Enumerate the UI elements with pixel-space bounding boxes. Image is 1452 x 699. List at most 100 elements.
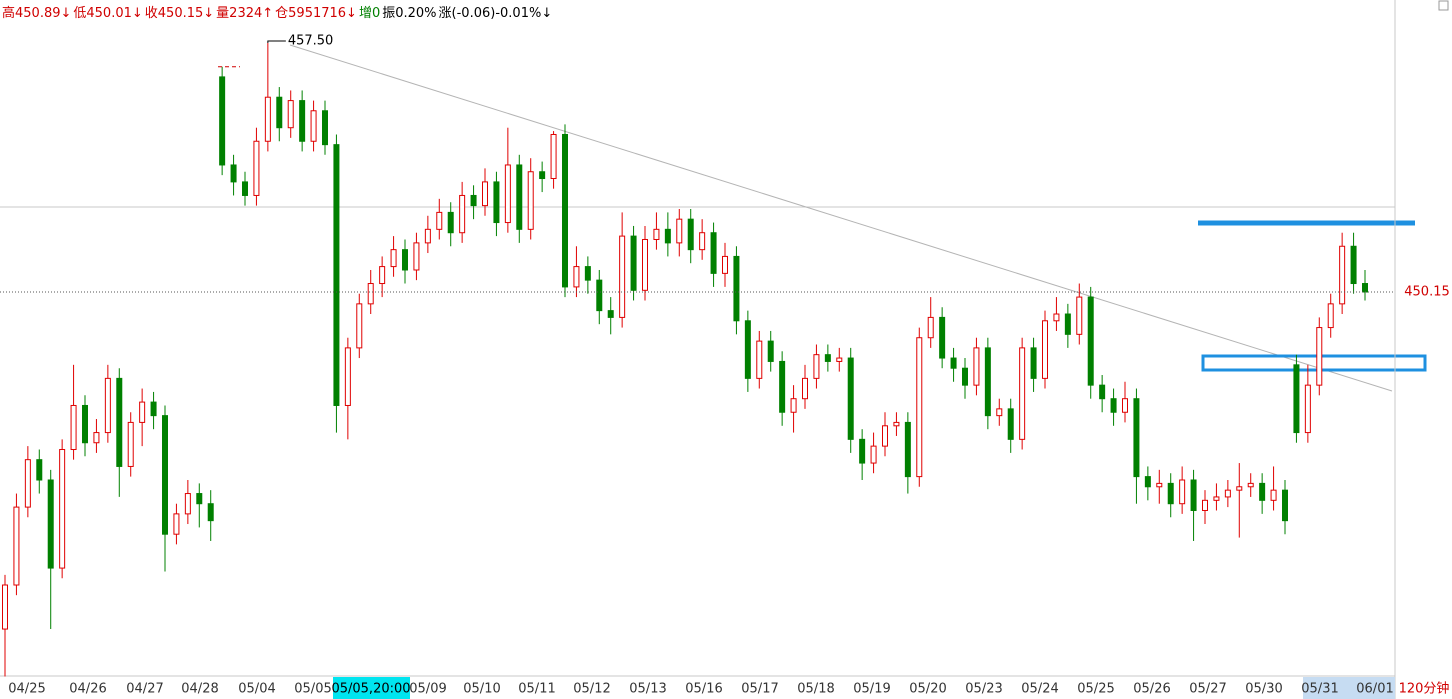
x-tick-label: 05/18 xyxy=(797,682,834,697)
x-tick-label: 05/23 xyxy=(965,682,1002,697)
candle-body xyxy=(562,133,568,288)
candle-body xyxy=(1247,482,1254,488)
candle-body xyxy=(104,377,111,434)
x-tick-label: 04/25 xyxy=(8,682,45,697)
candle-body xyxy=(93,432,100,444)
candle-body xyxy=(1270,489,1277,501)
candle-body xyxy=(516,164,523,230)
x-tick-label: 05/19 xyxy=(853,682,890,697)
x-tick-label: 06/01 xyxy=(1356,682,1393,697)
candle-body xyxy=(276,96,283,129)
candle-body xyxy=(642,238,648,291)
x-tick-label: 04/26 xyxy=(69,682,106,697)
cursor-box xyxy=(333,677,410,699)
candle-body xyxy=(1053,313,1060,322)
candle-body xyxy=(504,164,511,224)
candle-body xyxy=(550,133,557,180)
candle-body xyxy=(664,228,671,244)
candle-body xyxy=(1339,245,1346,305)
last-price-label: 450.15 xyxy=(1404,284,1450,299)
candle-body xyxy=(1133,398,1140,478)
candle-body xyxy=(127,421,134,467)
x-tick-label: 05/27 xyxy=(1189,682,1226,697)
candle-body xyxy=(310,110,317,142)
candle-body xyxy=(1202,499,1208,511)
candle-body xyxy=(47,479,54,569)
candle-body xyxy=(790,398,797,413)
candle-body xyxy=(733,255,740,322)
candle-body xyxy=(984,347,991,417)
candle-body xyxy=(596,279,603,312)
candle-body xyxy=(24,459,31,508)
candle-body xyxy=(470,194,477,207)
candle-body xyxy=(1064,313,1071,335)
candle-body xyxy=(607,310,614,318)
candle-body xyxy=(344,347,351,406)
candle-body xyxy=(1304,384,1311,434)
candle-body xyxy=(402,249,408,271)
candle-body xyxy=(1224,489,1231,498)
candle-body xyxy=(756,340,763,379)
high-pointer xyxy=(267,40,286,44)
candle-body xyxy=(962,367,968,386)
candle-body xyxy=(173,513,180,535)
date-highlight xyxy=(1303,677,1395,699)
candle-body xyxy=(859,438,866,464)
x-tick-label: 05/20 xyxy=(909,682,946,697)
candle-body xyxy=(584,266,591,281)
candle-body xyxy=(299,100,306,142)
candle-body xyxy=(447,211,454,234)
candle-body xyxy=(893,421,900,427)
trend-line xyxy=(289,44,1393,392)
candle-body xyxy=(619,235,626,318)
candle-body xyxy=(950,357,957,369)
x-tick-label: 05/10 xyxy=(463,682,500,697)
x-tick-label: 05/31 xyxy=(1301,682,1338,697)
cursor-label: 05/05,20:00 xyxy=(331,682,410,697)
candle-body xyxy=(1019,347,1026,440)
candle-body xyxy=(162,415,168,535)
high-label: 457.50 xyxy=(288,34,334,49)
candle-body xyxy=(939,316,946,359)
x-tick-label: 05/17 xyxy=(741,682,778,697)
candle-body xyxy=(264,96,271,142)
quote-item: 量2324↑ xyxy=(216,6,274,21)
candle-body xyxy=(493,181,500,224)
candle-body xyxy=(424,228,431,244)
candle-body xyxy=(653,228,660,240)
candle-body xyxy=(573,266,580,288)
x-tick-label: 05/09 xyxy=(409,682,446,697)
candle-body xyxy=(870,445,877,464)
candle-body xyxy=(996,408,1003,417)
candle-body xyxy=(687,218,694,251)
candle-body xyxy=(1156,482,1163,488)
candle-body xyxy=(36,459,43,481)
candle-body xyxy=(802,377,808,400)
candle-body xyxy=(459,194,466,234)
x-tick-label: 05/11 xyxy=(518,682,555,697)
support-box xyxy=(1201,354,1427,372)
x-tick-label: 05/16 xyxy=(685,682,722,697)
candle-body xyxy=(813,354,820,379)
candle-body xyxy=(836,357,843,362)
quote-item: 高450.89↓ xyxy=(2,6,72,21)
quote-item: 涨(-0.06)-0.01%↓ xyxy=(438,6,553,21)
candle-body xyxy=(1110,398,1117,413)
candle-body xyxy=(196,493,203,505)
quote-item: 收450.15↓ xyxy=(144,6,215,21)
candle-body xyxy=(1007,408,1014,440)
x-tick-label: 04/27 xyxy=(126,682,163,697)
candle-body xyxy=(1122,398,1128,413)
candle-body xyxy=(59,449,66,569)
candle-body xyxy=(1144,476,1151,488)
candle-body xyxy=(904,421,911,478)
candle-body xyxy=(322,110,328,146)
quote-item: 振0.20% xyxy=(382,6,437,21)
candle-body xyxy=(539,171,546,180)
candle-body xyxy=(1042,320,1048,379)
candle-body xyxy=(390,249,397,268)
corner-button[interactable] xyxy=(1438,0,1449,11)
candle-body xyxy=(1293,364,1300,434)
